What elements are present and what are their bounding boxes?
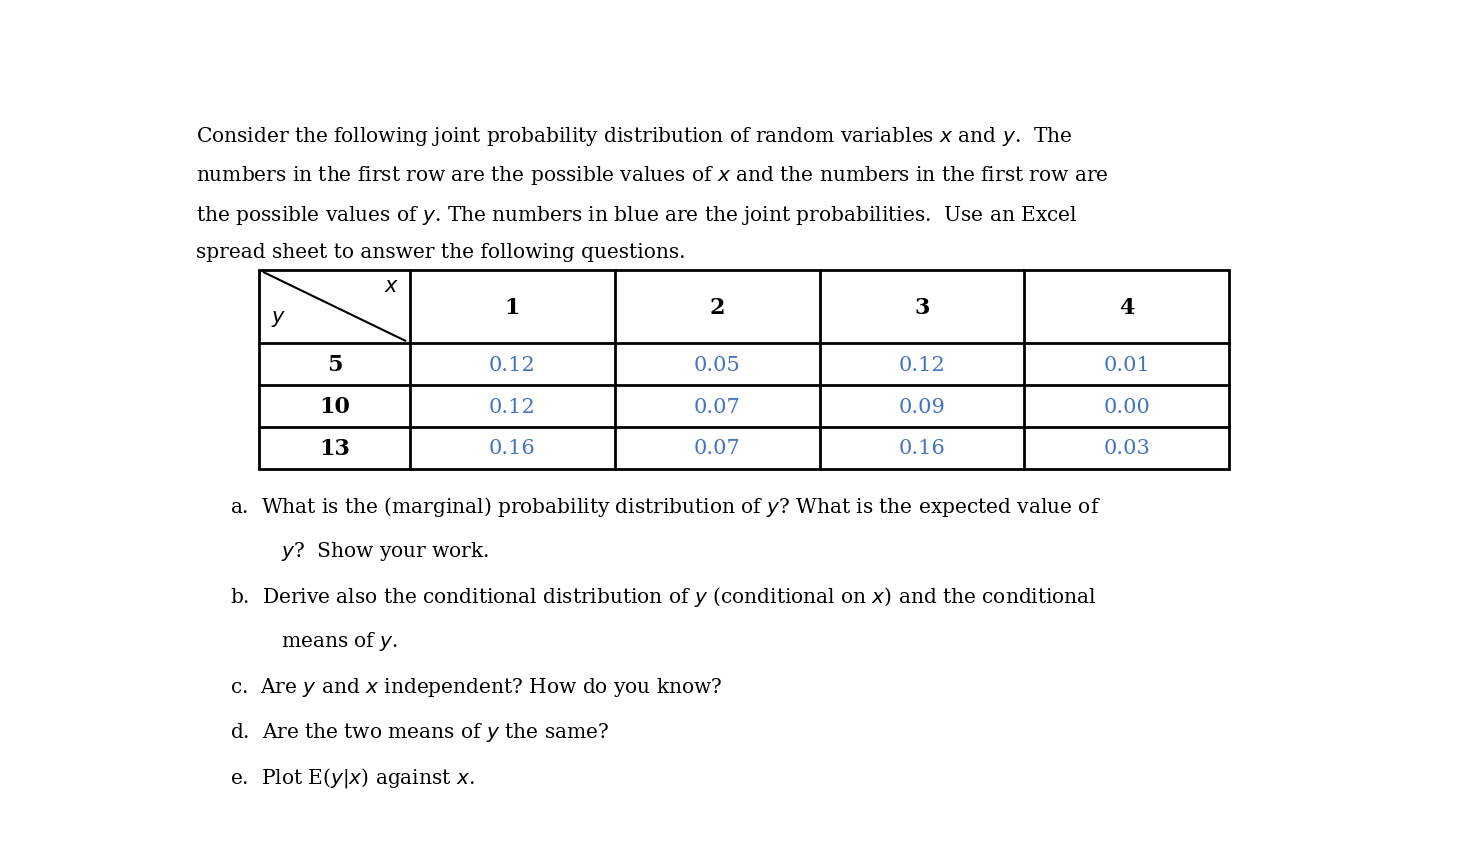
Text: 0.07: 0.07: [694, 397, 740, 416]
Text: $y$: $y$: [270, 308, 286, 328]
Text: 0.12: 0.12: [898, 356, 946, 375]
Text: 0.12: 0.12: [489, 397, 536, 416]
Text: the possible values of $y$. The numbers in blue are the joint probabilities.  Us: the possible values of $y$. The numbers …: [196, 203, 1077, 226]
Text: 3: 3: [914, 296, 930, 319]
Text: Consider the following joint probability distribution of random variables $x$ an: Consider the following joint probability…: [196, 125, 1073, 147]
Bar: [260, 270, 1229, 469]
Text: spread sheet to answer the following questions.: spread sheet to answer the following que…: [196, 243, 686, 262]
Text: 0.05: 0.05: [694, 356, 740, 375]
Text: 0.00: 0.00: [1104, 397, 1150, 416]
Text: a.  What is the (marginal) probability distribution of $y$? What is the expected: a. What is the (marginal) probability di…: [231, 494, 1101, 518]
Text: 0.09: 0.09: [898, 397, 946, 416]
Text: 0.16: 0.16: [489, 439, 536, 458]
Text: $y$?  Show your work.: $y$? Show your work.: [231, 540, 489, 562]
Text: c.  Are $y$ and $x$ independent? How do you know?: c. Are $y$ and $x$ independent? How do y…: [231, 675, 723, 697]
Text: 0.03: 0.03: [1104, 439, 1150, 458]
Text: 4: 4: [1120, 296, 1134, 319]
Text: 0.07: 0.07: [694, 439, 740, 458]
Text: b.  Derive also the conditional distribution of $y$ (conditional on $x$) and the: b. Derive also the conditional distribut…: [231, 585, 1096, 609]
Text: $x$: $x$: [384, 276, 399, 295]
Text: 2: 2: [710, 296, 724, 319]
Text: 5: 5: [327, 354, 342, 376]
Text: e.  Plot E($y|x$) against $x$.: e. Plot E($y|x$) against $x$.: [231, 765, 474, 789]
Text: 13: 13: [320, 437, 350, 460]
Text: numbers in the first row are the possible values of $x$ and the numbers in the f: numbers in the first row are the possibl…: [196, 164, 1108, 187]
Text: 0.01: 0.01: [1104, 356, 1150, 375]
Text: 0.12: 0.12: [489, 356, 536, 375]
Text: means of $y$.: means of $y$.: [231, 629, 399, 653]
Text: 0.16: 0.16: [898, 439, 946, 458]
Text: 1: 1: [505, 296, 520, 319]
Text: d.  Are the two means of $y$ the same?: d. Are the two means of $y$ the same?: [231, 720, 609, 743]
Text: 10: 10: [320, 396, 350, 418]
